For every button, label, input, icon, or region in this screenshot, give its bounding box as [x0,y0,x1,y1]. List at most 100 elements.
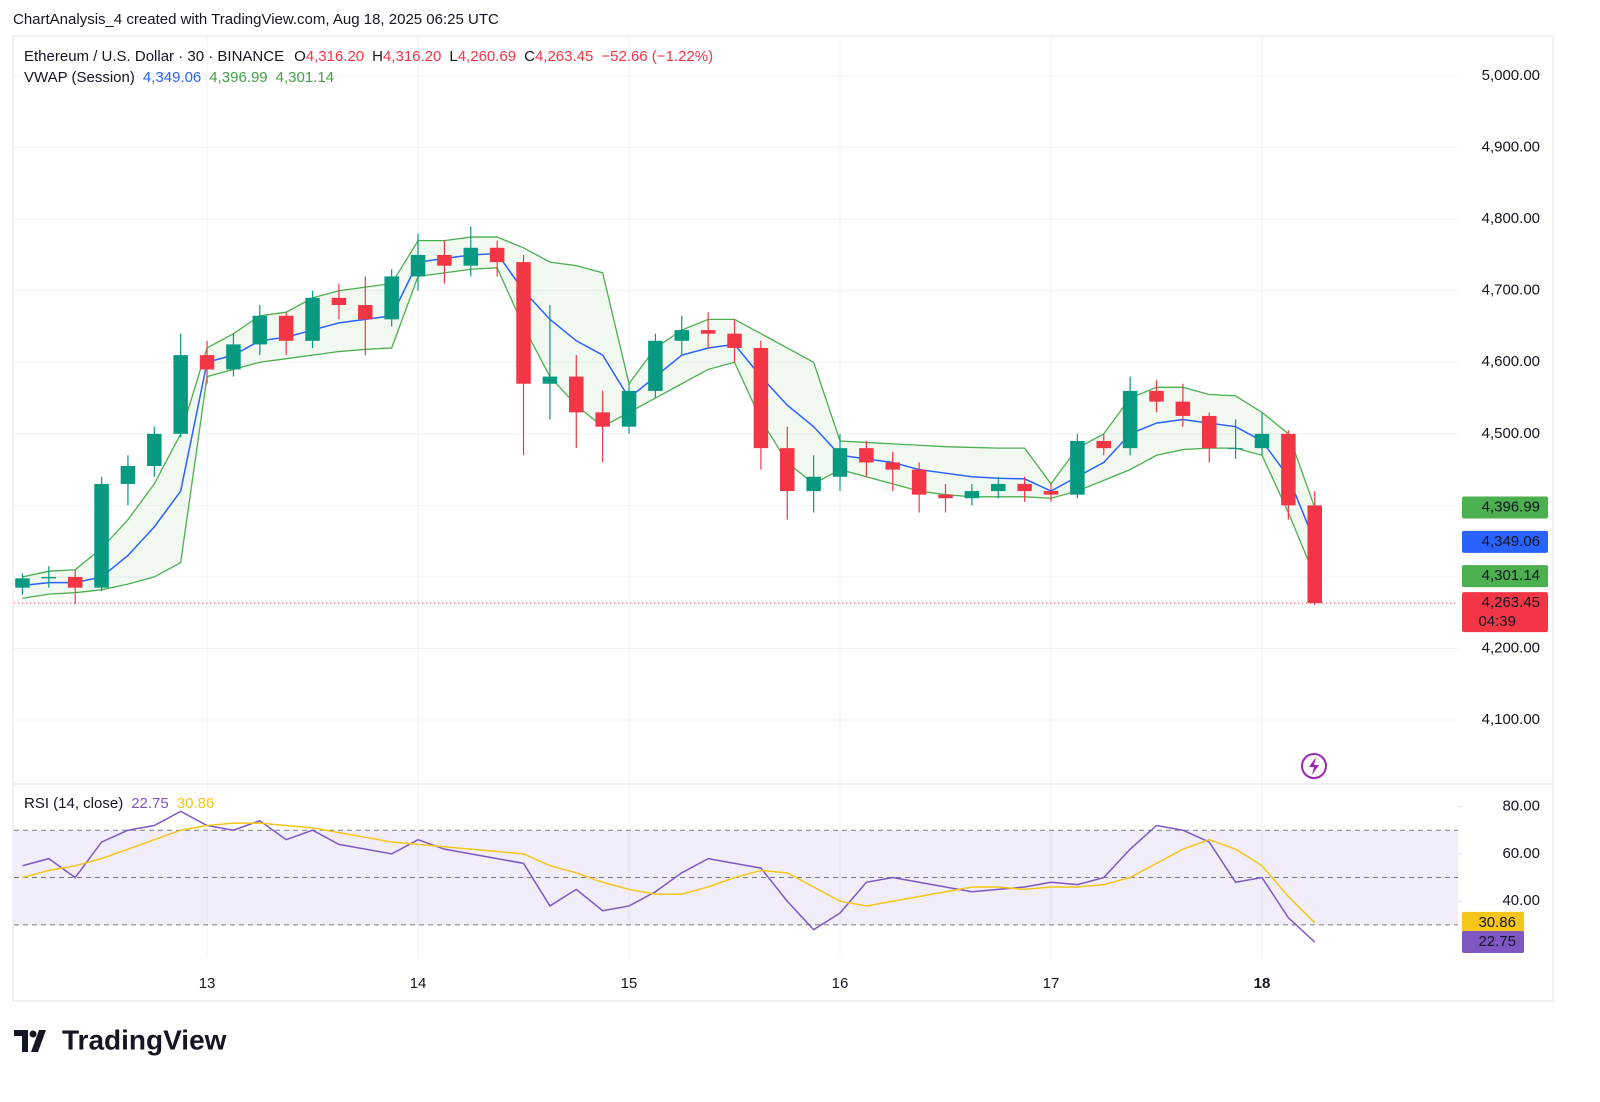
low-value: 4,260.69 [458,48,516,65]
candle-body [621,390,637,427]
vwap-tag: 4,349.06 [1482,533,1540,550]
vwap-upper-tag-box [1462,496,1548,519]
candle-body [489,247,505,263]
x-tick-label: 18 [1254,975,1271,992]
vwap-legend: VWAP (Session) 4,349.06 4,396.99 4,301.14 [24,69,334,86]
candle-body [1043,491,1059,495]
rsi-value-tag: 22.75 [1478,933,1516,950]
close-value: 4,263.45 [535,48,593,65]
candle-body [1201,415,1217,449]
chart-frame [12,35,1554,1002]
candle-body [938,494,953,499]
candle-body [991,483,1006,492]
vwap-tag-box [1462,530,1548,553]
candle-body [278,315,294,341]
vwap-band-fill [22,237,1315,599]
rsi-title: RSI (14, close) [24,795,123,812]
high-value: 4,316.20 [383,48,441,65]
open-value: 4,316.20 [306,48,364,65]
change-value: −52.66 (−1.22%) [601,48,713,65]
rsi-value-tag-box [1462,931,1524,954]
candle-body [1175,401,1191,416]
candle-body [648,340,663,391]
candle-body [595,412,610,427]
candle-body [806,476,821,492]
candle-body [1228,448,1243,450]
x-tick-label: 13 [199,975,216,992]
candle-body [384,276,399,320]
x-tick-label: 15 [621,975,638,992]
candle-body [41,576,57,579]
candle-body [463,247,479,266]
candle-body [305,297,320,341]
candle-body [358,305,373,320]
vwap-lower-value: 4,301.14 [276,69,334,86]
brand-name: TradingView [62,1024,227,1055]
y-tick-label: 40.00 [1502,892,1540,909]
chart-layer: 4,100.00 4,200.00 4,500.00 4,600.00 4,700.00… [14,36,1553,992]
candle-body [859,448,874,463]
y-tick-label: 80.00 [1502,798,1540,815]
last-price-tag: 4,263.45 [1482,594,1540,611]
candle-body [120,466,136,484]
candle-body [331,297,347,306]
close-label: C [524,48,535,65]
brand-logo [14,1030,46,1052]
y-tick-label: 4,200.00 [1482,639,1540,656]
y-tick-label: 4,700.00 [1482,282,1540,299]
candle-body [173,355,188,434]
x-tick-label: 17 [1043,975,1060,992]
candle-body [1070,440,1085,495]
high-label: H [372,48,383,65]
low-label: L [449,48,457,65]
x-tick-label: 16 [832,975,849,992]
vwap-value: 4,349.06 [143,69,201,86]
candle-body [885,462,901,470]
rsi-ma-line [22,822,1316,924]
symbol-legend: Ethereum / U.S. Dollar · 30 · BINANCE O4,… [24,48,713,65]
y-tick-label: 5,000.00 [1482,67,1540,84]
vwap-lower-tag: 4,301.14 [1482,567,1540,584]
rsi-value: 22.75 [131,795,169,812]
candle-body [727,333,742,348]
y-tick-label: 4,600.00 [1482,353,1540,370]
candle-body [780,448,795,492]
candle-body [700,330,716,334]
candle-body [542,376,558,384]
rsi-line [22,810,1316,943]
candle-body [437,254,452,266]
candle-body [1254,433,1270,449]
candle-body [410,254,426,277]
candle-body [674,330,690,341]
last-price-tag-countdown: 04:39 [1478,613,1516,630]
candle-body [964,491,980,499]
candle-body [753,347,769,449]
vwap-upper-tag: 4,396.99 [1482,499,1540,516]
alert-icon[interactable] [1301,753,1327,779]
rsi-value-tag: 30.86 [1478,914,1516,931]
x-tick-label: 14 [410,975,427,992]
candle-body [1017,483,1032,492]
candle-body [1096,440,1112,449]
candle-body [911,469,927,495]
y-tick-label: 4,900.00 [1482,139,1540,156]
vwap-lower-tag-box [1462,565,1548,588]
candle-body [226,344,241,370]
rsi-ma-value: 30.86 [177,795,215,812]
candle-body [1281,433,1296,506]
candle-body [252,315,268,345]
rsi-legend: RSI (14, close) 22.75 30.86 [24,795,214,812]
attribution: ChartAnalysis_4 created with TradingView… [13,11,499,28]
last-price-tag-box [1462,592,1548,633]
y-tick-label: 4,100.00 [1482,711,1540,728]
candle-body [94,483,109,588]
candle-body [516,262,531,384]
candle-body [67,576,83,588]
y-tick-label: 4,800.00 [1482,210,1540,227]
y-tick-label: 4,500.00 [1482,425,1540,442]
y-tick-label: 60.00 [1502,845,1540,862]
candle-body [1122,390,1138,449]
candle-body [832,448,848,477]
